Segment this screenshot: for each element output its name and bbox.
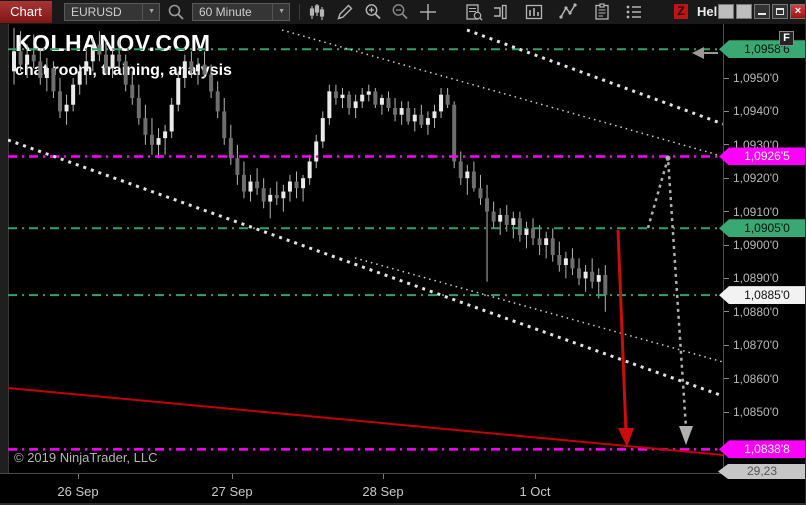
zoom-in-icon[interactable]	[363, 2, 383, 22]
chart-left-margin	[0, 24, 8, 503]
window-blank-button-2[interactable]	[736, 4, 752, 19]
price-tag: 1,0838'8	[719, 440, 805, 459]
drawing-tools-icon[interactable]	[558, 2, 578, 22]
price-tick-mark	[724, 411, 729, 413]
price-tick-mark	[724, 277, 729, 279]
price-tick-mark	[724, 244, 729, 246]
time-tick-label: 28 Sep	[362, 484, 404, 499]
price-tick-label: 1,0940'0	[733, 104, 779, 119]
zoom-out-icon[interactable]	[390, 2, 410, 22]
strategies-icon[interactable]	[592, 2, 612, 22]
price-tick-mark	[724, 144, 729, 146]
price-tick-label: 1,0920'0	[733, 171, 779, 186]
indicators-icon[interactable]	[524, 2, 544, 22]
price-tick-label: 1,0950'0	[733, 71, 779, 85]
price-tick-label: 1,0900'0	[733, 238, 779, 252]
price-tick-label: 1,0870'0	[733, 338, 779, 353]
search-icon[interactable]	[166, 2, 186, 22]
time-tick-label: 26 Sep	[57, 484, 99, 499]
interval-value: 60 Minute	[199, 5, 252, 19]
price-tick-label: 1,0850'0	[733, 405, 779, 419]
price-tag: 1,0926'5	[719, 147, 805, 166]
price-tick-label: 1,0860'0	[733, 371, 779, 386]
price-tick-mark	[724, 177, 729, 179]
price-tick-mark	[724, 110, 729, 112]
chart-plot-area[interactable]: KOLHANOV.COM chat room, training, analys…	[8, 24, 723, 473]
maximize-icon	[776, 8, 784, 15]
data-box-icon[interactable]	[464, 2, 484, 22]
price-tick-mark	[724, 77, 729, 79]
watermark-subtitle: chat room, training, analysis	[15, 62, 232, 79]
price-tick-label: 1,0880'0	[733, 304, 779, 319]
chevron-down-icon: ▼	[272, 4, 285, 20]
price-tick-mark	[724, 378, 729, 380]
pencil-icon[interactable]	[335, 2, 355, 22]
price-tag: 1,0905'0	[719, 219, 805, 238]
price-tick-label: 1,0910'0	[733, 204, 779, 219]
watermark-title: KOLHANOV.COM	[15, 30, 211, 56]
price-tick-mark	[724, 344, 729, 346]
instrument-value: EURUSD	[71, 5, 122, 19]
close-button[interactable]: ×	[790, 4, 805, 19]
properties-icon[interactable]	[624, 2, 644, 22]
time-tick-mark	[232, 474, 233, 479]
crosshair-icon[interactable]	[418, 2, 438, 22]
chevron-down-icon: ▼	[142, 4, 155, 20]
watermark: KOLHANOV.COM chat room, training, analys…	[15, 30, 232, 80]
chart-trader-icon[interactable]	[490, 2, 510, 22]
focus-badge[interactable]: F	[779, 31, 794, 46]
instrument-select[interactable]: ▼ EURUSD	[64, 3, 160, 21]
minimize-icon	[758, 13, 766, 15]
secondary-panel-tag: 29,23	[718, 464, 805, 479]
candlestick-chart-icon[interactable]	[307, 2, 327, 22]
minimize-button[interactable]	[754, 4, 770, 19]
interval-select[interactable]: ▼ 60 Minute	[192, 3, 290, 21]
price-tick-mark	[724, 211, 729, 213]
price-tick-label: 1,0890'0	[733, 271, 779, 286]
time-tick-mark	[78, 474, 79, 479]
time-tick-label: 1 Oct	[519, 484, 551, 499]
close-icon: ×	[794, 5, 802, 17]
window-blank-button-1[interactable]	[718, 4, 734, 19]
time-tick-mark	[383, 474, 384, 479]
time-axis[interactable]: 26 Sep 27 Sep 28 Sep 1 Oct	[0, 473, 805, 503]
time-tick-mark	[535, 474, 536, 479]
price-tag: 1,0885'0	[719, 286, 805, 305]
tab-chart[interactable]: Chart	[0, 1, 52, 23]
toolbar: Chart ▼ EURUSD ▼ 60 Minute	[0, 0, 805, 24]
time-tick-label: 27 Sep	[211, 484, 253, 499]
price-tick-mark	[724, 311, 729, 313]
toolbar-separator	[299, 4, 300, 20]
copyright-text: © 2019 NinjaTrader, LLC	[14, 450, 158, 465]
z-menu-badge[interactable]: Z	[674, 4, 688, 19]
price-axis[interactable]: F 1,0950'0 1,0940'0 1,0930'0 1,0920'0 1,0910…	[719, 24, 805, 473]
maximize-button[interactable]	[772, 4, 788, 19]
